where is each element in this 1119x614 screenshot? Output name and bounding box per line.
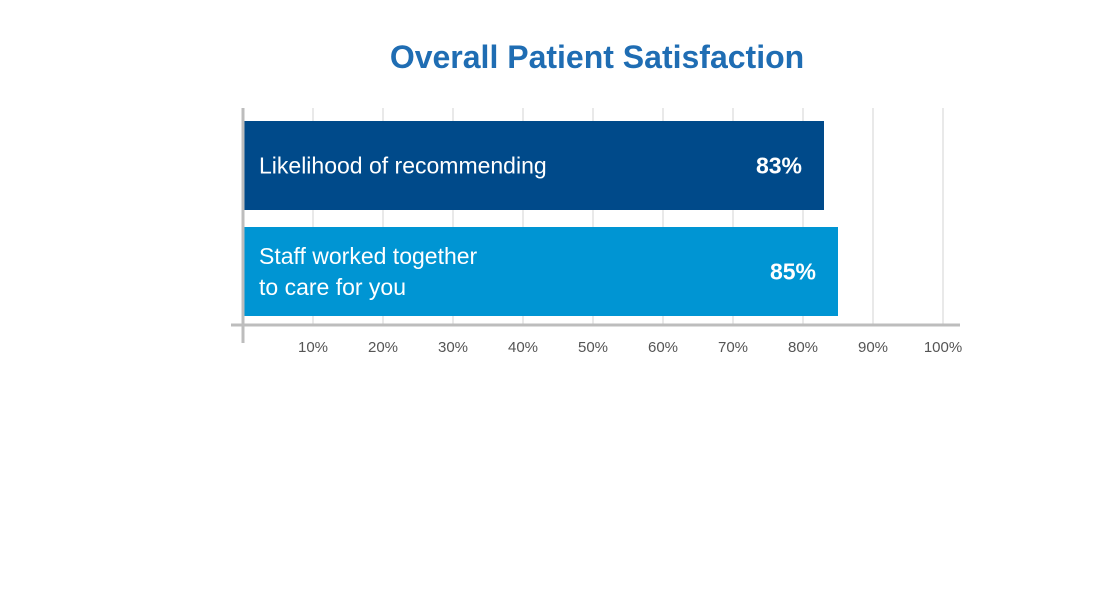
x-tick-label-50: 50% <box>578 339 608 356</box>
bar-2 <box>243 227 838 316</box>
x-tick-label-80: 80% <box>788 339 818 356</box>
bar-1 <box>243 121 824 210</box>
bar-2-value: 85% <box>770 259 816 285</box>
x-tick-label-100: 100% <box>924 339 962 356</box>
x-tick-label-30: 30% <box>438 339 468 356</box>
bar-2-label-line-1: Staff worked together <box>259 243 478 269</box>
chart-title: Overall Patient Satisfaction <box>390 39 804 75</box>
x-tick-label-70: 70% <box>718 339 748 356</box>
x-tick-label-60: 60% <box>648 339 678 356</box>
x-tick-label-40: 40% <box>508 339 538 356</box>
x-tick-label-10: 10% <box>298 339 328 356</box>
x-tick-label-90: 90% <box>858 339 888 356</box>
bar-1-label-line-1: Likelihood of recommending <box>259 153 547 179</box>
bars-layer: Likelihood of recommending 83% Staff worke… <box>243 121 838 316</box>
x-tick-label-20: 20% <box>368 339 398 356</box>
bar-1-value: 83% <box>756 153 802 179</box>
bar-2-label-line-2: to care for you <box>259 274 406 300</box>
axis-layer: 10% 20% 30% 40% 50% 60% 70% 80% 90% 100% <box>231 108 962 356</box>
